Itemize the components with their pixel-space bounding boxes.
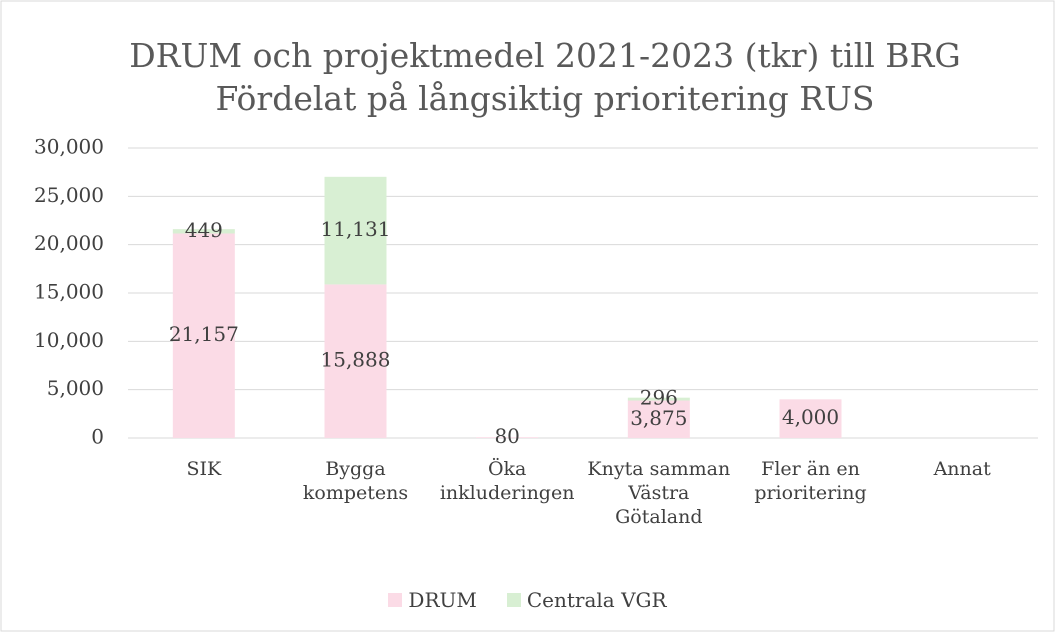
data-label: 80 xyxy=(494,424,519,448)
x-tick-label: Annat xyxy=(933,458,991,480)
x-tick-label: Bygga kompetens xyxy=(302,458,409,504)
legend-label: Centrala VGR xyxy=(526,588,667,612)
data-label: 449 xyxy=(185,218,223,242)
bar-segment xyxy=(324,284,387,438)
bar-segment xyxy=(324,176,387,285)
bar-segment xyxy=(476,437,539,438)
data-label: 15,888 xyxy=(321,348,391,372)
data-label: 4,000 xyxy=(782,405,839,429)
chart-title: DRUM och projektmedel 2021-2023 (tkr) ti… xyxy=(129,36,961,75)
bar-segment xyxy=(172,229,235,234)
y-tick-label: 5,000 xyxy=(47,376,104,400)
y-tick-label: 25,000 xyxy=(34,183,104,207)
legend-item: Centrala VGR xyxy=(506,588,667,612)
y-tick-label: 15,000 xyxy=(34,280,104,304)
y-tick-label: 0 xyxy=(91,425,104,449)
x-tick-label: SIK xyxy=(186,458,222,480)
legend-label: DRUM xyxy=(408,588,477,612)
data-label: 21,157 xyxy=(169,322,239,346)
data-label: 296 xyxy=(640,386,678,410)
y-tick-label: 10,000 xyxy=(34,328,104,352)
y-tick-label: 30,000 xyxy=(34,135,104,159)
x-tick-label: Öka inkluderingen xyxy=(439,458,575,504)
x-tick-label: Knyta samman Västra Götaland xyxy=(587,458,731,528)
y-tick-label: 20,000 xyxy=(34,231,104,255)
legend-swatch xyxy=(388,593,403,607)
legend-item: DRUM xyxy=(388,588,477,612)
legend: DRUM Centrala VGR xyxy=(0,588,1055,612)
data-label: 11,131 xyxy=(321,217,391,241)
bar-segment xyxy=(627,397,690,401)
data-label: 3,875 xyxy=(630,406,687,430)
bar-segment xyxy=(779,399,842,438)
legend-swatch xyxy=(506,593,521,607)
chart-subtitle: Fördelat på långsiktig prioritering RUS xyxy=(215,79,874,118)
x-tick-label: Fler än en prioritering xyxy=(754,458,867,504)
bar-segment xyxy=(172,233,235,438)
bar-segment xyxy=(627,400,690,438)
